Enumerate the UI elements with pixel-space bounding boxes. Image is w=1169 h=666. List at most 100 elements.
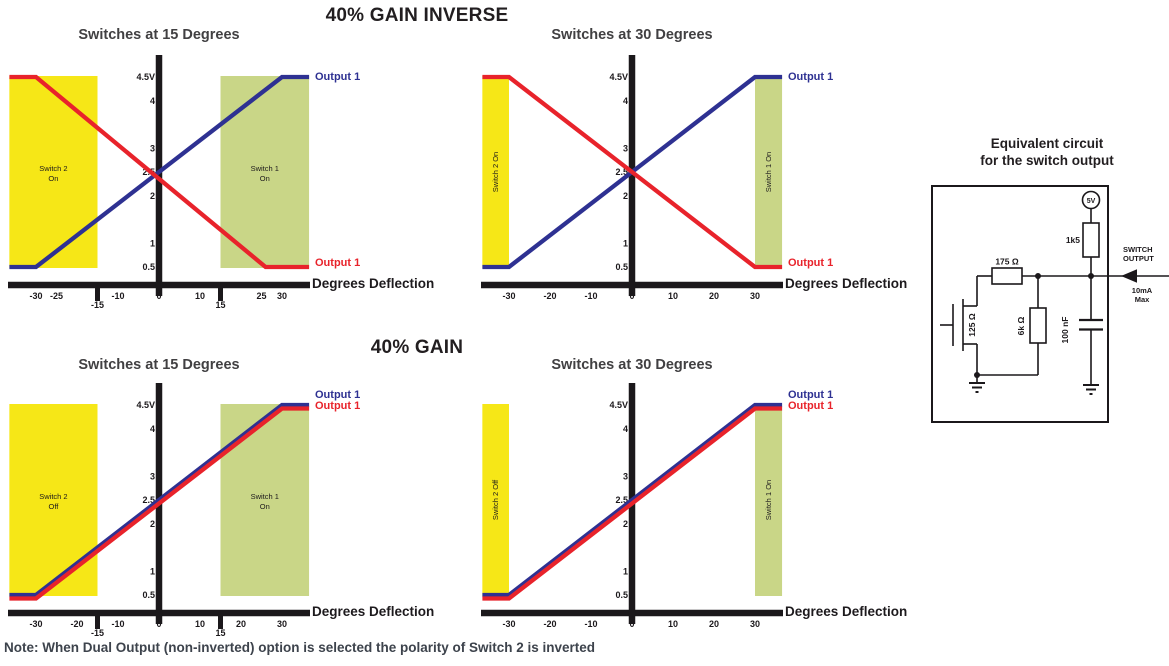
resistor-1k5-label: 1k5 [1066,235,1080,245]
x-tick-label: 10 [668,291,678,301]
x-axis-title: Degrees Deflection [785,276,908,291]
y-tick-label: 3 [623,143,628,153]
x-tick-label: 20 [709,291,719,301]
band-label: Off [48,502,59,511]
y-tick-label: 4.5V [136,72,155,82]
supply-5v-label: 5V [1087,198,1096,205]
switch-output-label-line1: SWITCH [1123,245,1153,254]
junction-dot [974,372,980,378]
x-tick-label: 30 [750,619,760,629]
x-tick-label: -30 [502,291,515,301]
y-tick-label: 4.5V [609,400,628,410]
y-tick-label: 2.5 [615,167,628,177]
switch-output-label-line2: OUTPUT [1123,254,1154,263]
output-line-blue [9,74,310,270]
x-tick-label: 15 [215,300,225,310]
x-major-tick [95,285,100,301]
x-tick-label: 0 [629,291,634,301]
y-tick-label: 2 [150,519,155,529]
x-tick-label: -30 [29,291,42,301]
band-label: On [260,502,270,511]
chart-title: Switches at 30 Degrees [551,357,713,373]
output-line-red [9,406,310,601]
switch-band-yellow [482,76,509,268]
current-max-label-line2: Max [1135,295,1150,304]
legend-output-red: Output 1 [788,400,834,412]
x-tick-label: -15 [91,300,104,310]
x-tick-label: 25 [256,291,266,301]
chart-30deg-gain: Switches at 30 Degrees Switch 2 Off Switch… [473,348,913,658]
legend-output-red: Output 1 [788,257,834,269]
x-tick-label: 0 [629,619,634,629]
band-label: Switch 1 [251,164,279,173]
x-tick-label: -25 [50,291,63,301]
ground-symbol-left [969,382,985,393]
y-tick-label: 2.5 [142,495,155,505]
y-tick-label: 4 [623,424,628,434]
resistor-6k-body [1029,307,1047,344]
x-tick-label: 10 [195,291,205,301]
y-tick-label: 3 [150,471,155,481]
circuit-title-line2: for the switch output [980,153,1114,168]
y-tick-label: 1 [623,566,628,576]
circuit-junctions [974,269,1137,378]
y-tick-label: 2.5 [615,495,628,505]
y-tick-label: 1 [623,238,628,248]
chart-30deg-inverse: Switches at 30 Degrees Switch 2 On Switch … [473,20,913,330]
y-tick-label: 2 [623,519,628,529]
x-major-tick [95,613,100,629]
output-line-red [9,74,310,270]
x-axis-title: Degrees Deflection [312,604,435,619]
band-label: Switch 2 [39,164,67,173]
y-tick-label: 0.5 [615,590,628,600]
y-tick-label: 4.5V [609,72,628,82]
y-axis [155,55,163,296]
y-tick-label: 0.5 [615,262,628,272]
legend-output-blue: Output 1 [788,71,834,83]
band-label: Switch 1 On [764,480,773,520]
legend-output-blue: Output 1 [315,71,361,83]
y-tick-label: 3 [150,143,155,153]
x-axis-title: Degrees Deflection [312,276,435,291]
current-max-label-line1: 10mA [1132,286,1153,295]
x-tick-label: -30 [29,619,42,629]
y-tick-label: 4 [150,96,155,106]
x-tick-label: -20 [543,291,556,301]
y-tick-label: 1 [150,566,155,576]
x-tick-label: 20 [709,619,719,629]
band-label: Switch 1 [251,492,279,501]
y-axis [628,55,636,296]
band-label: Switch 1 On [764,152,773,192]
chart-15deg-inverse: Switches at 15 Degrees Switch 2 On Switch 1… [0,20,440,330]
circuit-title-line1: Equivalent circuit [990,136,1104,151]
resistor-1k5-body [1082,222,1100,258]
mosfet-125-label: 125 Ω [967,313,977,337]
capacitor-100nf-label: 100 nF [1060,317,1070,344]
y-tick-label: 2 [623,191,628,201]
x-tick-label: 15 [215,628,225,638]
x-tick-label: -20 [70,619,83,629]
x-tick-label: -20 [543,619,556,629]
section-title-gain: 40% GAIN [370,337,464,358]
output-line-blue [9,402,310,598]
band-label: Switch 2 Off [491,479,500,520]
section-title-gain-inverse: 40% GAIN INVERSE [325,5,509,26]
junction-dot [1088,273,1094,279]
x-tick-label: -10 [111,291,124,301]
x-tick-label: -30 [502,619,515,629]
x-tick-label: 30 [277,291,287,301]
legend-output-red: Output 1 [315,400,361,412]
switch-band-green [220,76,310,268]
switch-band-green [220,404,310,596]
y-tick-label: 4.5V [136,400,155,410]
switch-band-green [755,76,783,268]
x-tick-label: -15 [91,628,104,638]
output-line-red [482,74,783,270]
equivalent-circuit: Equivalent circuit for the switch output [925,130,1169,430]
switch-band-green [755,404,783,596]
x-tick-label: -10 [584,619,597,629]
y-tick-label: 1 [150,238,155,248]
chart-title: Switches at 15 Degrees [78,357,240,373]
